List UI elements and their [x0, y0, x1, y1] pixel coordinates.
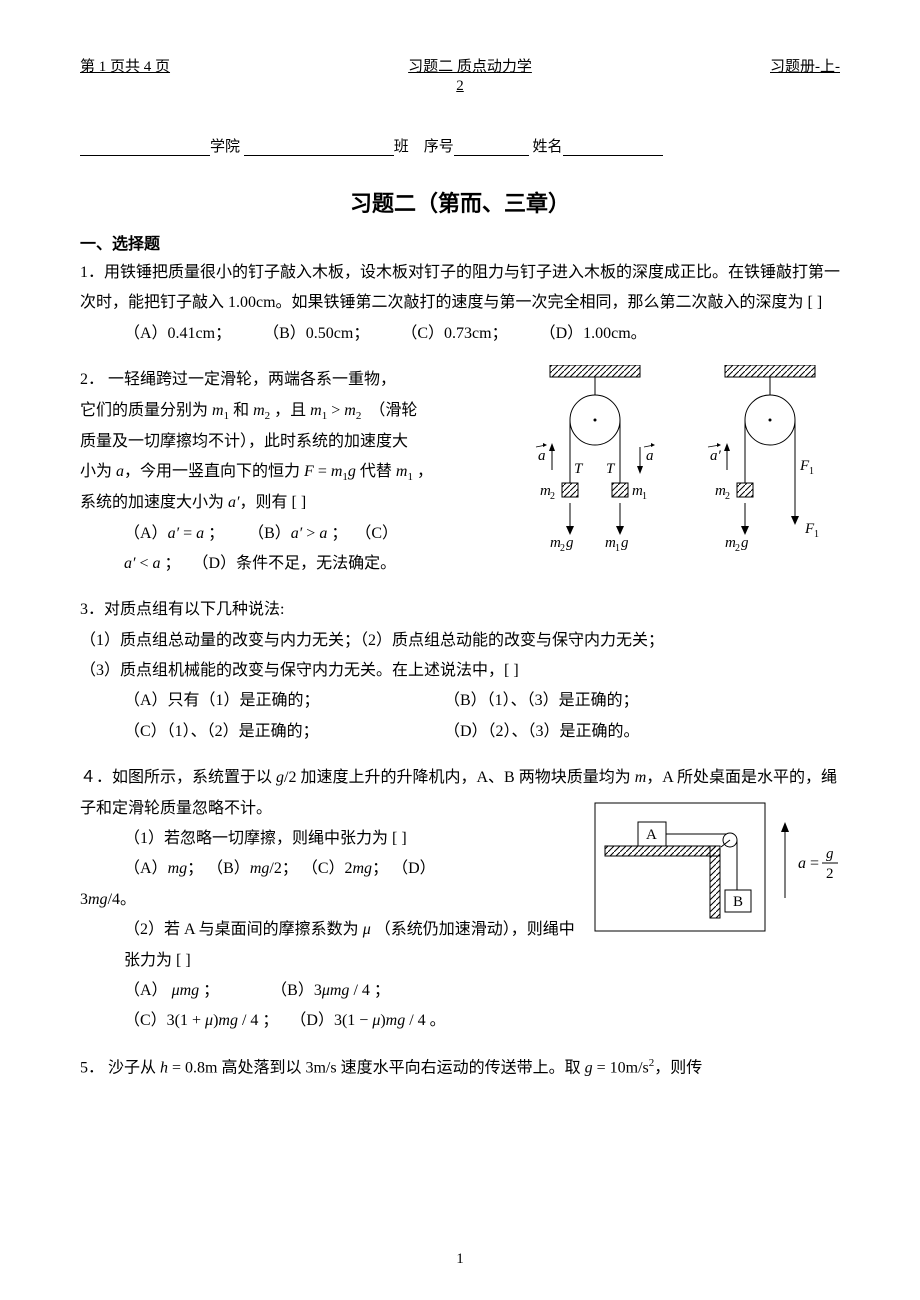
q1-opt-a: （A）0.41cm； [124, 319, 231, 349]
svg-text:T: T [606, 461, 616, 477]
q3-opt-c: （C）（1）、（2）是正确的； [124, 717, 444, 747]
q3-l3: （3）质点组机械能的改变与保守内力无关。在上述说法中，[ ] [80, 662, 519, 679]
svg-text:1: 1 [642, 491, 647, 502]
name-blank [563, 155, 663, 156]
q1-opt-b: （B）0.50cm； [263, 319, 369, 349]
svg-text:a: a [538, 448, 546, 464]
q2-figures: m 2 m 1 a T a [510, 365, 840, 565]
q4-sub2a: （2）若 A 与桌面间的摩擦系数为 [124, 921, 363, 938]
page-header: 第 1 页共 4 页 习题二 质点动力学 习题册-上- [80, 55, 840, 76]
svg-text:g: g [741, 535, 749, 551]
q5-b: = 0.8m 高处落到以 3m/s 速度水平向右运动的传送带上。取 [168, 1059, 585, 1076]
header-center: 习题二 质点动力学 [408, 55, 532, 76]
q1-text: 1．用铁锤把质量很小的钉子敲入木板，设木板对钉子的阻力与钉子进入木板的深度成正比… [80, 264, 840, 311]
svg-text:A: A [646, 827, 657, 843]
q2-opt-d: （D）条件不足，无法确定。 [193, 555, 397, 572]
svg-text:1: 1 [809, 466, 814, 477]
class-label: 班 [394, 139, 409, 155]
q5-c: = 10m/s [593, 1059, 649, 1076]
header-right: 习题册-上- [770, 55, 840, 76]
name-label: 姓名 [533, 139, 563, 155]
class-blank [244, 155, 394, 156]
student-info-line: 学院 班 序号 姓名 [80, 135, 840, 156]
q3-opt-a: （A）只有（1）是正确的； [124, 686, 444, 716]
q2-line1: 2． 一轻绳跨过一定滑轮，两端各系一重物， [80, 371, 396, 388]
q3-opt-d: （D）（2）、（3）是正确的。 [444, 717, 640, 747]
svg-text:B: B [733, 894, 743, 910]
seq-label: 序号 [424, 139, 454, 155]
college-blank [80, 155, 210, 156]
question-3: 3．对质点组有以下几种说法: （1）质点组总动量的改变与内力无关；（2）质点组总… [80, 595, 840, 747]
q2-tail: ，则有 [ ] [240, 494, 307, 511]
pulley-right-icon: m 2 a′ F 1 m 2 g [708, 365, 819, 554]
svg-text:g: g [826, 846, 834, 862]
svg-text:2: 2 [725, 491, 730, 502]
college-label: 学院 [210, 139, 240, 155]
page-number: 1 [0, 1251, 920, 1268]
svg-text:g: g [621, 535, 629, 551]
question-2: m 2 m 1 a T a [80, 365, 840, 579]
svg-text:2: 2 [550, 491, 555, 502]
q5-a: 5． 沙子从 [80, 1059, 160, 1076]
worksheet-title: 习题二（第而、三章） [80, 186, 840, 218]
q4-figure: A B a = g 2 [590, 798, 840, 938]
svg-text:T: T [574, 461, 584, 477]
svg-text:1: 1 [814, 529, 819, 540]
svg-text:1: 1 [615, 543, 620, 554]
svg-text:a: a [798, 855, 806, 872]
q3-l1: 3．对质点组有以下几种说法: [80, 601, 284, 618]
svg-text:2: 2 [826, 866, 834, 882]
pulley-left-icon: m 2 m 1 a T a [536, 365, 655, 554]
svg-text:g: g [566, 535, 574, 551]
q4-line1b: /2 加速度上升的升降机内，A、B 两物块质量均为 [284, 769, 635, 786]
svg-text:2: 2 [735, 543, 740, 554]
q4-s1-tail: 。 [120, 891, 136, 908]
section-one-header: 一、选择题 [80, 230, 840, 254]
svg-text:a: a [646, 448, 654, 464]
seq-blank [454, 155, 529, 156]
q1-opt-c: （C）0.73cm； [401, 319, 507, 349]
question-5: 5． 沙子从 h = 0.8m 高处落到以 3m/s 速度水平向右运动的传送带上… [80, 1053, 840, 1084]
header-left: 第 1 页共 4 页 [80, 55, 170, 76]
header-sub: 2 [80, 78, 840, 95]
q3-l2: （1）质点组总动量的改变与内力无关；（2）质点组总动能的改变与保守内力无关； [80, 632, 664, 649]
q3-opt-b: （B）（1）、（3）是正确的； [444, 686, 639, 716]
svg-text:=: = [810, 855, 819, 872]
question-1: 1．用铁锤把质量很小的钉子敲入木板，设木板对钉子的阻力与钉子进入木板的深度成正比… [80, 258, 840, 349]
svg-text:a′: a′ [710, 448, 722, 464]
svg-text:2: 2 [560, 543, 565, 554]
q1-opt-d: （D）1.00cm。 [540, 319, 647, 349]
q4-line1a: ４．如图所示，系统置于以 [80, 769, 276, 786]
q4-sub1: （1）若忽略一切摩擦，则绳中张力为 [ ] [124, 830, 407, 847]
q5-d: ，则传 [654, 1059, 702, 1076]
question-4: ４．如图所示，系统置于以 g/2 加速度上升的升降机内，A、B 两物块质量均为 … [80, 763, 840, 1037]
